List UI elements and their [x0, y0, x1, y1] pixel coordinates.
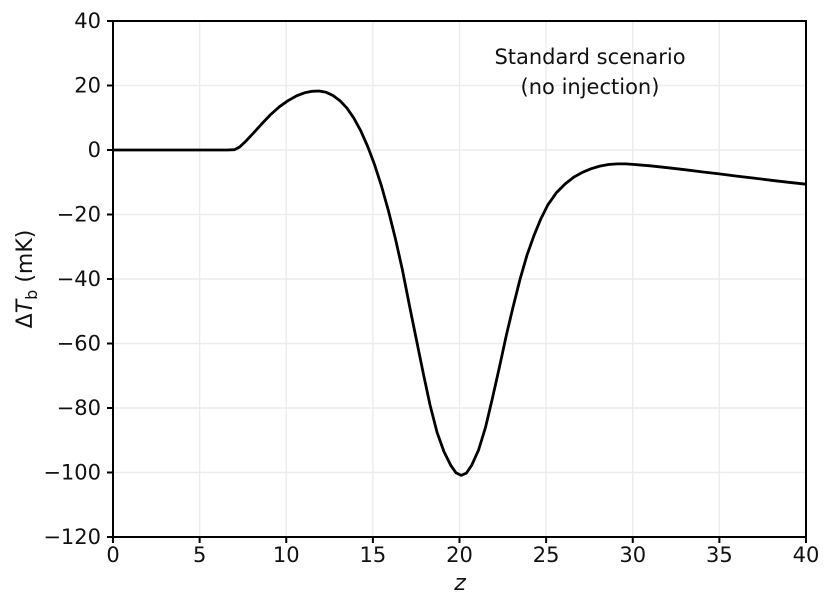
x-tick-label: 10: [273, 543, 300, 567]
y-axis-label-unit: (mK): [12, 229, 38, 290]
y-tick-label: −80: [57, 396, 101, 420]
x-tick-label: 25: [533, 543, 560, 567]
y-axis-label-delta: Δ: [12, 313, 38, 329]
y-axis-label-subscript: b: [22, 289, 42, 300]
y-axis-label-symbol: T: [12, 299, 38, 314]
x-tick-label: 0: [106, 543, 119, 567]
y-axis-label: ΔTb (mK): [13, 230, 41, 329]
x-axis-label: z: [454, 571, 466, 596]
y-tick-label: 0: [88, 138, 101, 162]
annotation: Standard scenario (no injection): [494, 42, 685, 102]
y-tick-label: −120: [43, 525, 101, 549]
x-tick-label: 20: [446, 543, 473, 567]
annotation-line-2: (no injection): [520, 75, 660, 99]
x-tick-label: 40: [793, 543, 820, 567]
y-axis-ticks: −120 −100 −80 −60 −40 −20 0 20 40: [43, 9, 113, 549]
y-tick-label: 20: [74, 74, 101, 98]
x-axis-ticks: 0 5 10 15 20 25 30 35 40: [106, 537, 819, 567]
x-tick-label: 5: [193, 543, 206, 567]
curve-standard-scenario-no-injection: [113, 89, 807, 477]
gridlines: [112, 20, 807, 538]
y-tick-label: 40: [74, 9, 101, 33]
y-tick-label: −100: [43, 461, 101, 485]
x-tick-label: 15: [360, 543, 387, 567]
annotation-line-1: Standard scenario: [494, 45, 686, 69]
x-tick-label: 30: [619, 543, 646, 567]
x-tick-label: 35: [706, 543, 733, 567]
y-tick-label: −20: [57, 203, 101, 227]
y-tick-label: −40: [57, 267, 101, 291]
y-tick-label: −60: [57, 332, 101, 356]
